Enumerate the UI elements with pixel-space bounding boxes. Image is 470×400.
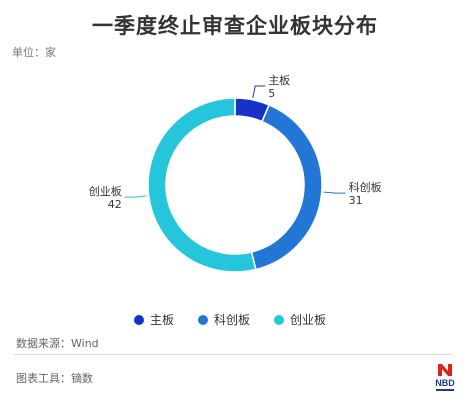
slice-star[interactable] (250, 103, 323, 271)
label-category-main: 主板 (268, 73, 290, 87)
unit-label: 单位：家 (12, 46, 56, 59)
chart-tool: 图表工具：镝数 (16, 372, 93, 385)
leader-line-star (323, 191, 346, 194)
legend-marker-main[interactable] (134, 315, 144, 325)
logo-text: NBD (435, 378, 455, 388)
legend-label-chinext[interactable]: 创业板 (290, 313, 326, 327)
legend-marker-chinext[interactable] (274, 315, 284, 325)
legend-label-main[interactable]: 主板 (150, 313, 174, 327)
label-value-chinext: 42 (108, 198, 122, 211)
slice-chinext[interactable] (147, 97, 257, 273)
label-category-star: 科创板 (349, 180, 382, 194)
divider (14, 354, 451, 355)
label-value-main: 5 (268, 87, 275, 100)
leader-line-main (252, 85, 266, 98)
label-value-star: 31 (349, 194, 363, 207)
chart-title: 一季度终止审查企业板块分布 (92, 14, 378, 38)
legend-label-star[interactable]: 科创板 (214, 313, 250, 327)
data-source: 数据来源：Wind (16, 337, 99, 350)
nbd-logo: NBD (435, 364, 455, 391)
legend-marker-star[interactable] (198, 315, 208, 325)
leader-line-chinext (124, 195, 147, 198)
label-category-chinext: 创业板 (89, 184, 122, 198)
